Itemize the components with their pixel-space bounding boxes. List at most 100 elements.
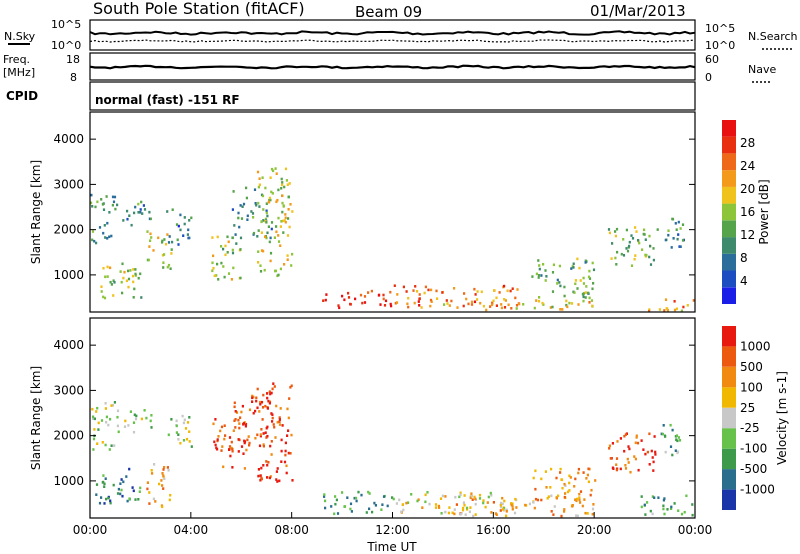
heatmap-cell	[259, 474, 262, 477]
heatmap-cell	[367, 490, 370, 494]
heatmap-cell	[275, 172, 278, 175]
heatmap-cell	[551, 271, 555, 274]
heatmap-cell	[571, 505, 574, 508]
colorbar-segment	[722, 153, 736, 171]
heatmap-cell	[559, 467, 562, 471]
heatmap-cell	[615, 468, 618, 472]
heatmap-cell	[498, 291, 501, 294]
heatmap-cell	[256, 433, 259, 437]
heatmap-cell	[680, 512, 684, 516]
colorbar-segment	[722, 366, 736, 388]
heatmap-cell	[465, 297, 468, 301]
colorbar-tick-label: 4	[740, 274, 748, 288]
heatmap-cell	[586, 512, 589, 515]
heatmap-cell	[542, 303, 545, 306]
heatmap-cell	[259, 402, 262, 406]
heatmap-cell	[454, 495, 457, 499]
heatmap-cell	[577, 467, 580, 471]
heatmap-cell	[161, 239, 164, 243]
heatmap-cell	[95, 410, 98, 413]
heatmap-cell	[108, 448, 111, 451]
heatmap-cell	[169, 493, 172, 497]
heatmap-cell	[662, 507, 665, 511]
freq-tick-top: 18	[66, 53, 80, 66]
heatmap-cell	[281, 183, 284, 187]
heatmap-cell	[132, 430, 136, 434]
heatmap-cell	[648, 309, 651, 313]
heatmap-cell	[269, 236, 272, 240]
heatmap-cell	[245, 186, 248, 190]
heatmap-cell	[426, 491, 429, 494]
heatmap-cell	[188, 219, 191, 222]
power-colorbar: 28 24 20 16 12 8 4	[722, 120, 755, 304]
heatmap-cell	[637, 468, 640, 472]
heatmap-cell	[499, 503, 502, 507]
heatmap-cell	[183, 222, 186, 226]
heatmap-cell	[231, 466, 234, 469]
heatmap-cell	[265, 202, 268, 205]
heatmap-cell	[117, 487, 120, 491]
heatmap-cell	[416, 499, 419, 503]
heatmap-cell	[563, 294, 566, 298]
noise-tick-top: 10^5	[51, 18, 81, 31]
heatmap-cell	[456, 306, 459, 309]
heatmap-cell	[566, 490, 570, 494]
heatmap-cell	[677, 220, 680, 224]
heatmap-cell	[90, 201, 93, 205]
heatmap-cell	[145, 416, 148, 420]
heatmap-cell	[537, 299, 541, 303]
heatmap-cell	[577, 303, 580, 306]
heatmap-cell	[291, 479, 294, 482]
heatmap-cell	[162, 261, 165, 264]
heatmap-cell	[259, 433, 262, 436]
heatmap-cell	[511, 505, 514, 508]
heatmap-cell	[652, 258, 655, 262]
heatmap-cell	[279, 267, 282, 271]
heatmap-cell	[96, 406, 99, 410]
heatmap-cell	[578, 496, 581, 499]
heatmap-cell	[266, 425, 269, 429]
heatmap-cell	[141, 212, 144, 215]
heatmap-cell	[405, 290, 408, 293]
heatmap-cell	[154, 500, 157, 503]
heatmap-cell	[682, 305, 685, 309]
heatmap-cell	[149, 232, 152, 236]
heatmap-cell	[587, 275, 591, 279]
heatmap-cell	[259, 400, 262, 404]
heatmap-cell	[161, 484, 164, 487]
heatmap-cell	[127, 424, 130, 427]
heatmap-cell	[140, 200, 143, 204]
heatmap-cell	[590, 488, 593, 492]
heatmap-cell	[590, 299, 594, 302]
heatmap-cell	[499, 501, 503, 505]
heatmap-cell	[654, 450, 657, 454]
heatmap-cell	[275, 470, 278, 473]
heatmap-cell	[147, 258, 150, 262]
heatmap-cell	[323, 495, 326, 498]
heatmap-cell	[103, 296, 107, 300]
heatmap-cell	[104, 236, 107, 239]
heatmap-cell	[166, 466, 169, 469]
heatmap-cell	[671, 428, 674, 432]
heatmap-cell	[631, 237, 635, 240]
heatmap-cell	[148, 245, 151, 248]
heatmap-cell	[395, 301, 399, 304]
heatmap-cell	[503, 298, 506, 301]
heatmap-cell	[280, 187, 283, 190]
freq-series	[89, 64, 696, 70]
heatmap-cell	[265, 221, 268, 224]
heatmap-cell	[484, 505, 487, 509]
heatmap-cell	[242, 452, 245, 455]
heatmap-cell	[125, 279, 128, 283]
heatmap-cell	[257, 201, 260, 205]
heatmap-cell	[270, 167, 274, 171]
heatmap-cell	[116, 203, 119, 207]
heatmap-cell	[357, 490, 360, 494]
heatmap-cell	[577, 471, 580, 475]
heatmap-cell	[257, 185, 260, 189]
heatmap-cell	[522, 303, 525, 306]
heatmap-cell	[290, 384, 293, 388]
heatmap-cell	[368, 507, 371, 511]
heatmap-cell	[232, 190, 235, 193]
heatmap-cell	[162, 266, 165, 269]
